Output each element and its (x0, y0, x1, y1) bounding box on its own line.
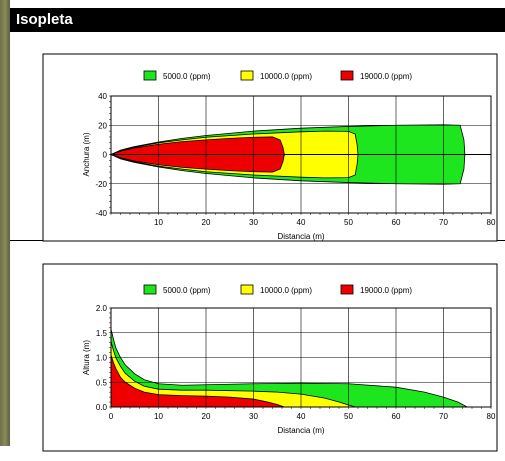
x-tick-label: 10 (154, 412, 163, 421)
x-tick-label: 80 (487, 218, 496, 227)
left-edge-strip (0, 0, 10, 461)
legend-swatch (143, 70, 157, 81)
left-edge-gap (0, 446, 10, 461)
y-tick-label: -40 (95, 209, 107, 218)
y-tick-label: 1.5 (96, 329, 108, 338)
plot-border (110, 307, 492, 408)
x-axis-title: Distancia (m) (277, 426, 324, 435)
x-tick-label: 70 (439, 412, 448, 421)
y-tick-label: 20 (98, 121, 107, 130)
x-tick-label: 20 (202, 218, 211, 227)
y-tick-label: 0.5 (96, 378, 108, 387)
legend-label: 5000.0 (ppm) (163, 72, 211, 81)
legend-label: 19000.0 (ppm) (360, 286, 412, 295)
width-isopleth-chart: 5000.0 (ppm) 10000.0 (ppm) 19000.0 (ppm) 10… (42, 53, 498, 242)
x-tick-label: 40 (297, 218, 306, 227)
y-tick-label: 2.0 (96, 304, 108, 313)
y-axis-title: Altura (m) (82, 340, 91, 375)
legend-swatch (143, 284, 157, 295)
y-tick-label: 1.0 (96, 354, 108, 363)
height-isopleth-chart: 5000.0 (ppm) 10000.0 (ppm) 19000.0 (ppm) 0 1… (42, 263, 498, 452)
title-bar: Isopleta (10, 8, 505, 32)
x-tick-label: 0 (109, 412, 114, 421)
x-axis-title: Distancia (m) (277, 232, 324, 241)
legend-swatch (340, 284, 354, 295)
y-tick-label: 0.0 (96, 403, 108, 412)
x-tick-label: 80 (487, 412, 496, 421)
window-title: Isopleta (16, 11, 73, 28)
x-tick-label: 50 (344, 412, 353, 421)
x-tick-label: 20 (202, 412, 211, 421)
legend-swatch (340, 70, 354, 81)
x-tick-label: 30 (249, 218, 258, 227)
x-tick-label: 70 (439, 218, 448, 227)
y-axis-title: Anchura (m) (82, 132, 91, 176)
x-tick-label: 60 (392, 218, 401, 227)
legend-label: 10000.0 (ppm) (260, 286, 312, 295)
y-tick-label: 40 (98, 92, 107, 101)
x-tick-label: 60 (392, 412, 401, 421)
legend-label: 10000.0 (ppm) (260, 72, 312, 81)
y-tick-label: 0 (103, 151, 108, 160)
x-tick-label: 30 (249, 412, 258, 421)
x-tick-label: 50 (344, 218, 353, 227)
legend-swatch (240, 70, 254, 81)
x-tick-label: 40 (297, 412, 306, 421)
legend-label: 5000.0 (ppm) (163, 286, 211, 295)
x-tick-label: 10 (154, 218, 163, 227)
isopleth-panel: Isopleta 5000.0 (ppm) 10000.0 (ppm) 19000.… (10, 8, 505, 461)
y-tick-label: -20 (95, 180, 107, 189)
series-area (110, 328, 468, 408)
legend-swatch (240, 284, 254, 295)
legend-label: 19000.0 (ppm) (360, 72, 412, 81)
